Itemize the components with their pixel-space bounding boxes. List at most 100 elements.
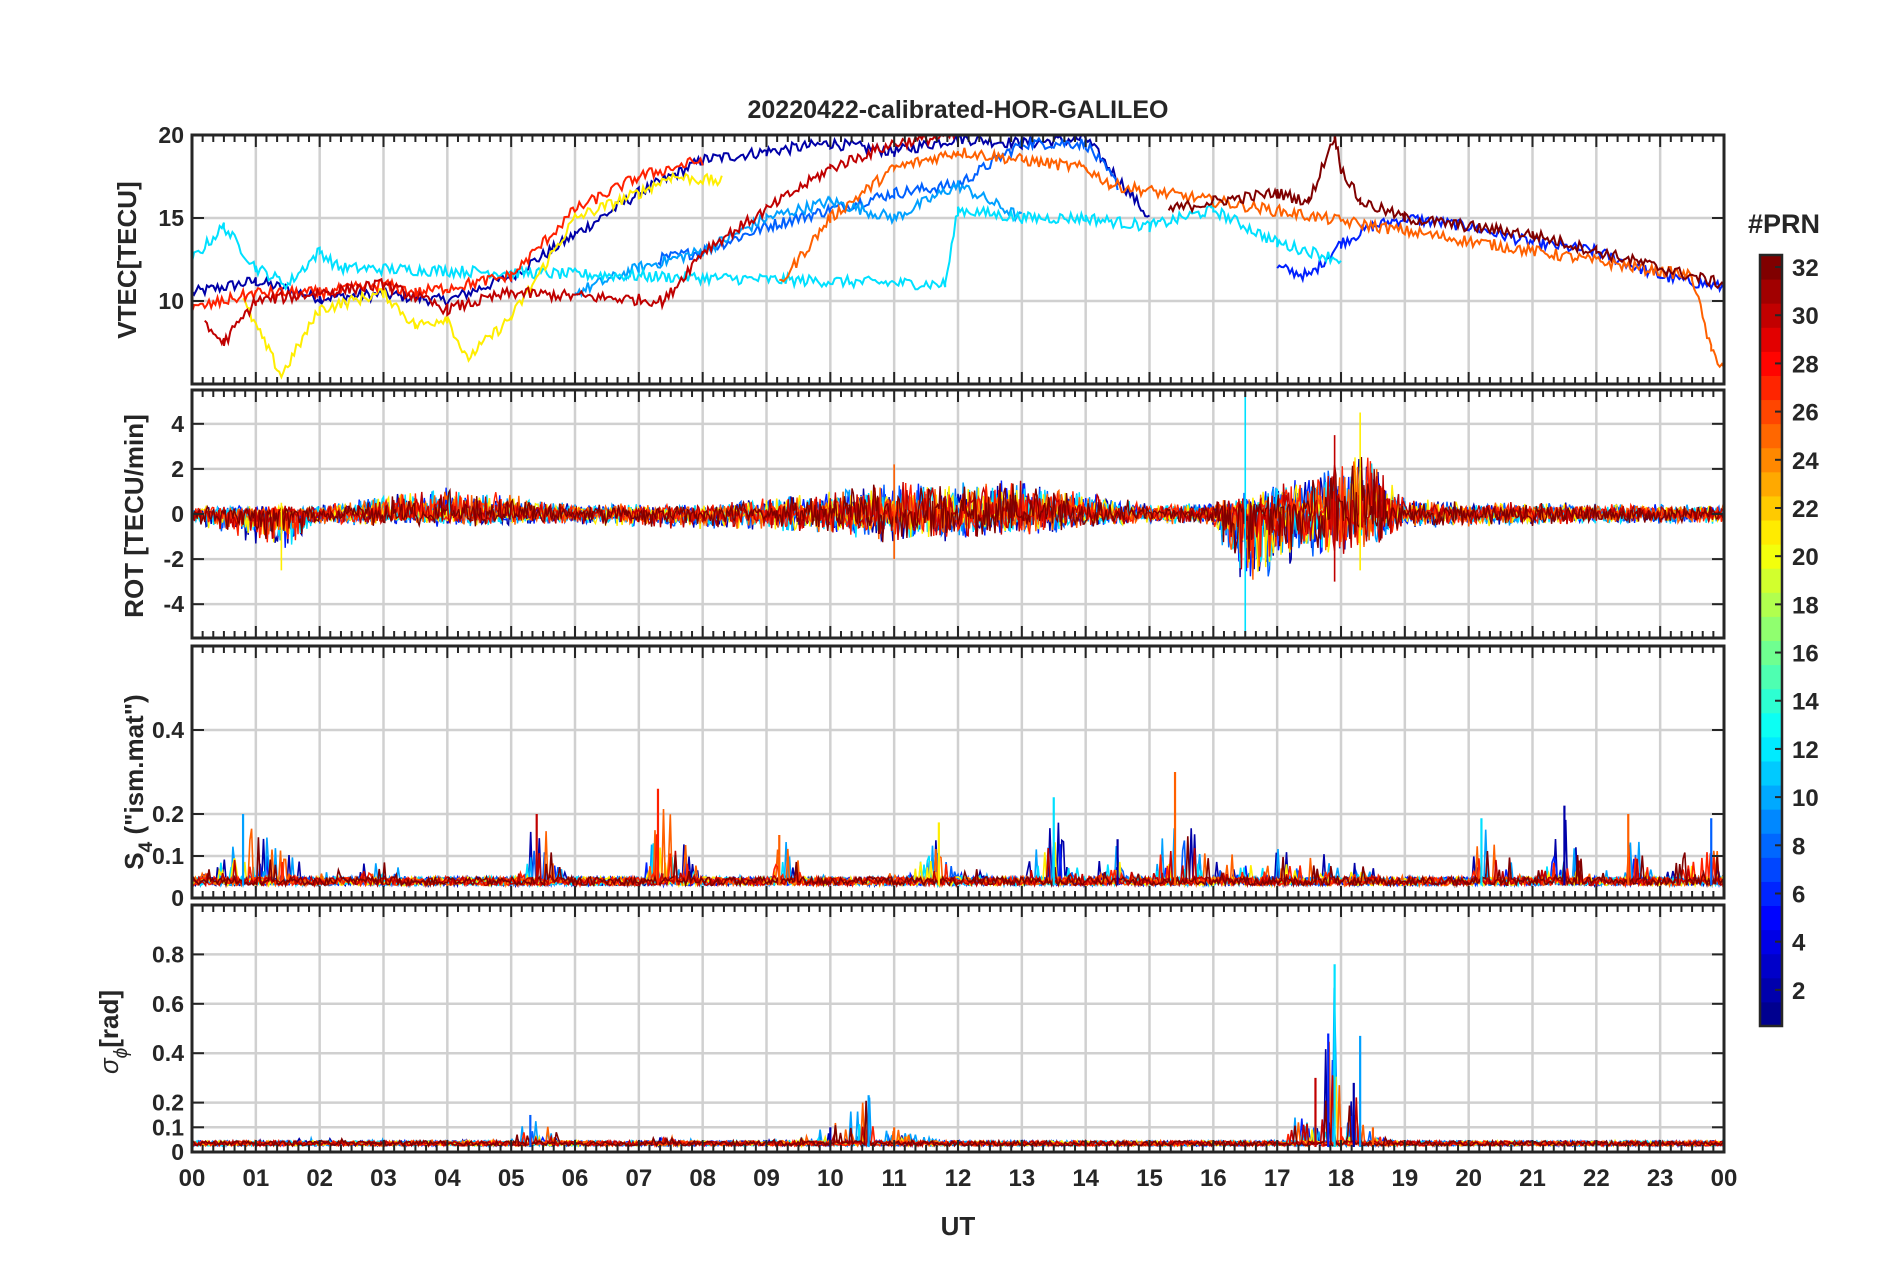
y-tick-label: 20 <box>158 122 184 148</box>
vtec-series-line <box>574 180 1023 299</box>
colorbar-segment <box>1760 760 1782 786</box>
colorbar-tick-label: 4 <box>1792 930 1806 957</box>
colorbar-tick-label: 20 <box>1792 544 1819 571</box>
colorbar-segment <box>1760 857 1782 882</box>
series-group <box>192 390 1724 638</box>
x-tick-label: 18 <box>1328 1165 1355 1192</box>
colorbar-tick-label: 28 <box>1792 351 1819 378</box>
colorbar-segment <box>1760 303 1782 328</box>
sigma-phi-y-label: σϕ[rad] <box>94 990 132 1074</box>
colorbar-tick-label: 26 <box>1792 400 1819 427</box>
y-tick-label: -4 <box>164 591 185 617</box>
s4-series-line <box>192 847 1724 889</box>
vtec-series-line <box>192 201 1342 291</box>
colorbar-segment <box>1760 351 1782 376</box>
sigma-phi-y-label-sub: ϕ <box>111 1048 132 1059</box>
colorbar-tick-label: 8 <box>1792 833 1805 860</box>
s4-y-label-rest: ("ism.mat") <box>119 694 149 841</box>
x-tick-label: 14 <box>1072 1165 1099 1192</box>
rot-y-label: ROT [TECU/min] <box>119 414 149 618</box>
colorbar-tick-label: 22 <box>1792 496 1819 523</box>
colorbar-segment <box>1760 640 1782 666</box>
colorbar-tick-label: 24 <box>1792 448 1819 475</box>
x-tick-label: 07 <box>625 1165 652 1192</box>
x-tick-label: 15 <box>1136 1165 1163 1192</box>
x-tick-label: 13 <box>1008 1165 1035 1192</box>
vtec-y-label: VTEC[TECU] <box>112 181 142 338</box>
colorbar-segment <box>1760 544 1782 569</box>
colorbar-tick-label: 2 <box>1792 978 1805 1005</box>
sigma-phi-y-label-rest: [rad] <box>94 990 124 1048</box>
x-tick-label: 09 <box>753 1165 780 1192</box>
x-tick-label: 12 <box>945 1165 972 1192</box>
colorbar-segment <box>1760 279 1782 304</box>
y-tick-label: 0.2 <box>152 1090 184 1116</box>
x-tick-label: 11 <box>881 1165 906 1192</box>
colorbar-segment <box>1760 255 1782 280</box>
colorbar-segment <box>1760 977 1782 1003</box>
y-tick-label: 10 <box>158 288 184 314</box>
y-tick-label: 0.1 <box>152 843 184 869</box>
y-tick-label: 15 <box>158 205 184 231</box>
sigma-phi-y-label-main: σ <box>94 1057 124 1074</box>
vtec-series-line <box>779 147 1724 369</box>
colorbar-segment <box>1760 423 1782 449</box>
x-tick-label: 19 <box>1391 1165 1418 1192</box>
colorbar-segment <box>1760 736 1782 762</box>
colorbar-tick-label: 16 <box>1792 641 1819 668</box>
colorbar-title: #PRN <box>1748 209 1820 239</box>
colorbar-segment <box>1760 953 1782 979</box>
vtec-series-line <box>242 171 723 380</box>
x-tick-label: 00 <box>179 1165 206 1192</box>
colorbar-segment <box>1760 905 1782 931</box>
x-tick-label: 23 <box>1647 1165 1674 1192</box>
colorbar-segment <box>1760 471 1782 497</box>
colorbar-segment <box>1760 881 1782 907</box>
s4-panel: 0 0.1 0.2 0.4 <box>152 644 1726 911</box>
colorbar-frame <box>1758 253 1784 1028</box>
colorbar-segment <box>1760 327 1782 352</box>
x-tick-label: 03 <box>370 1165 397 1192</box>
vtec-panel: 10 15 20 <box>158 122 1726 386</box>
chart-title: 20220422-calibrated-HOR-GALILEO <box>748 96 1169 124</box>
y-tick-label: 2 <box>171 456 184 482</box>
colorbar-segment <box>1760 712 1782 738</box>
colorbar-segment <box>1760 688 1782 714</box>
y-tick-label: 0.1 <box>152 1114 184 1140</box>
s4-y-label-sub: 4 <box>136 841 157 852</box>
vtec-series-line <box>1167 135 1724 290</box>
x-tick-label: 05 <box>498 1165 525 1192</box>
y-tick-label: 0.8 <box>152 941 184 967</box>
x-tick-label: 00 <box>1711 1165 1738 1192</box>
colorbar-segment <box>1760 568 1782 593</box>
colorbar-segment <box>1760 447 1782 473</box>
colorbar-segment <box>1760 833 1782 858</box>
colorbar-tick-label: 18 <box>1792 592 1819 619</box>
x-tick-label: 08 <box>689 1165 716 1192</box>
colorbar-segment <box>1760 809 1782 834</box>
y-tick-label: 0 <box>171 501 184 527</box>
colorbar-segment <box>1760 616 1782 641</box>
x-tick-label: 01 <box>242 1165 269 1192</box>
x-tick-label: 04 <box>434 1165 461 1192</box>
x-tick-label: 06 <box>562 1165 589 1192</box>
colorbar-tick-label: 30 <box>1792 303 1819 330</box>
colorbar-tick-label: 12 <box>1792 737 1819 764</box>
y-tick-label: 0 <box>171 885 184 911</box>
rot-panel: -4 -2 0 2 4 <box>164 388 1726 640</box>
x-tick-label: 20 <box>1455 1165 1482 1192</box>
colorbar-segment <box>1760 1001 1782 1027</box>
vtec-series-line <box>657 136 1119 267</box>
series-group <box>192 772 1724 889</box>
vtec-series-line <box>204 135 958 347</box>
s4-y-label-main: S <box>119 852 149 869</box>
x-tick-label: 16 <box>1200 1165 1227 1192</box>
colorbar-segment <box>1760 520 1782 545</box>
y-tick-label: 0.2 <box>152 801 184 827</box>
y-tick-label: 0 <box>171 1139 184 1165</box>
colorbar-tick-label: 14 <box>1792 689 1819 716</box>
y-tick-label: 0.4 <box>152 1040 184 1066</box>
x-tick-label: 22 <box>1583 1165 1610 1192</box>
colorbar-segment <box>1760 375 1782 401</box>
